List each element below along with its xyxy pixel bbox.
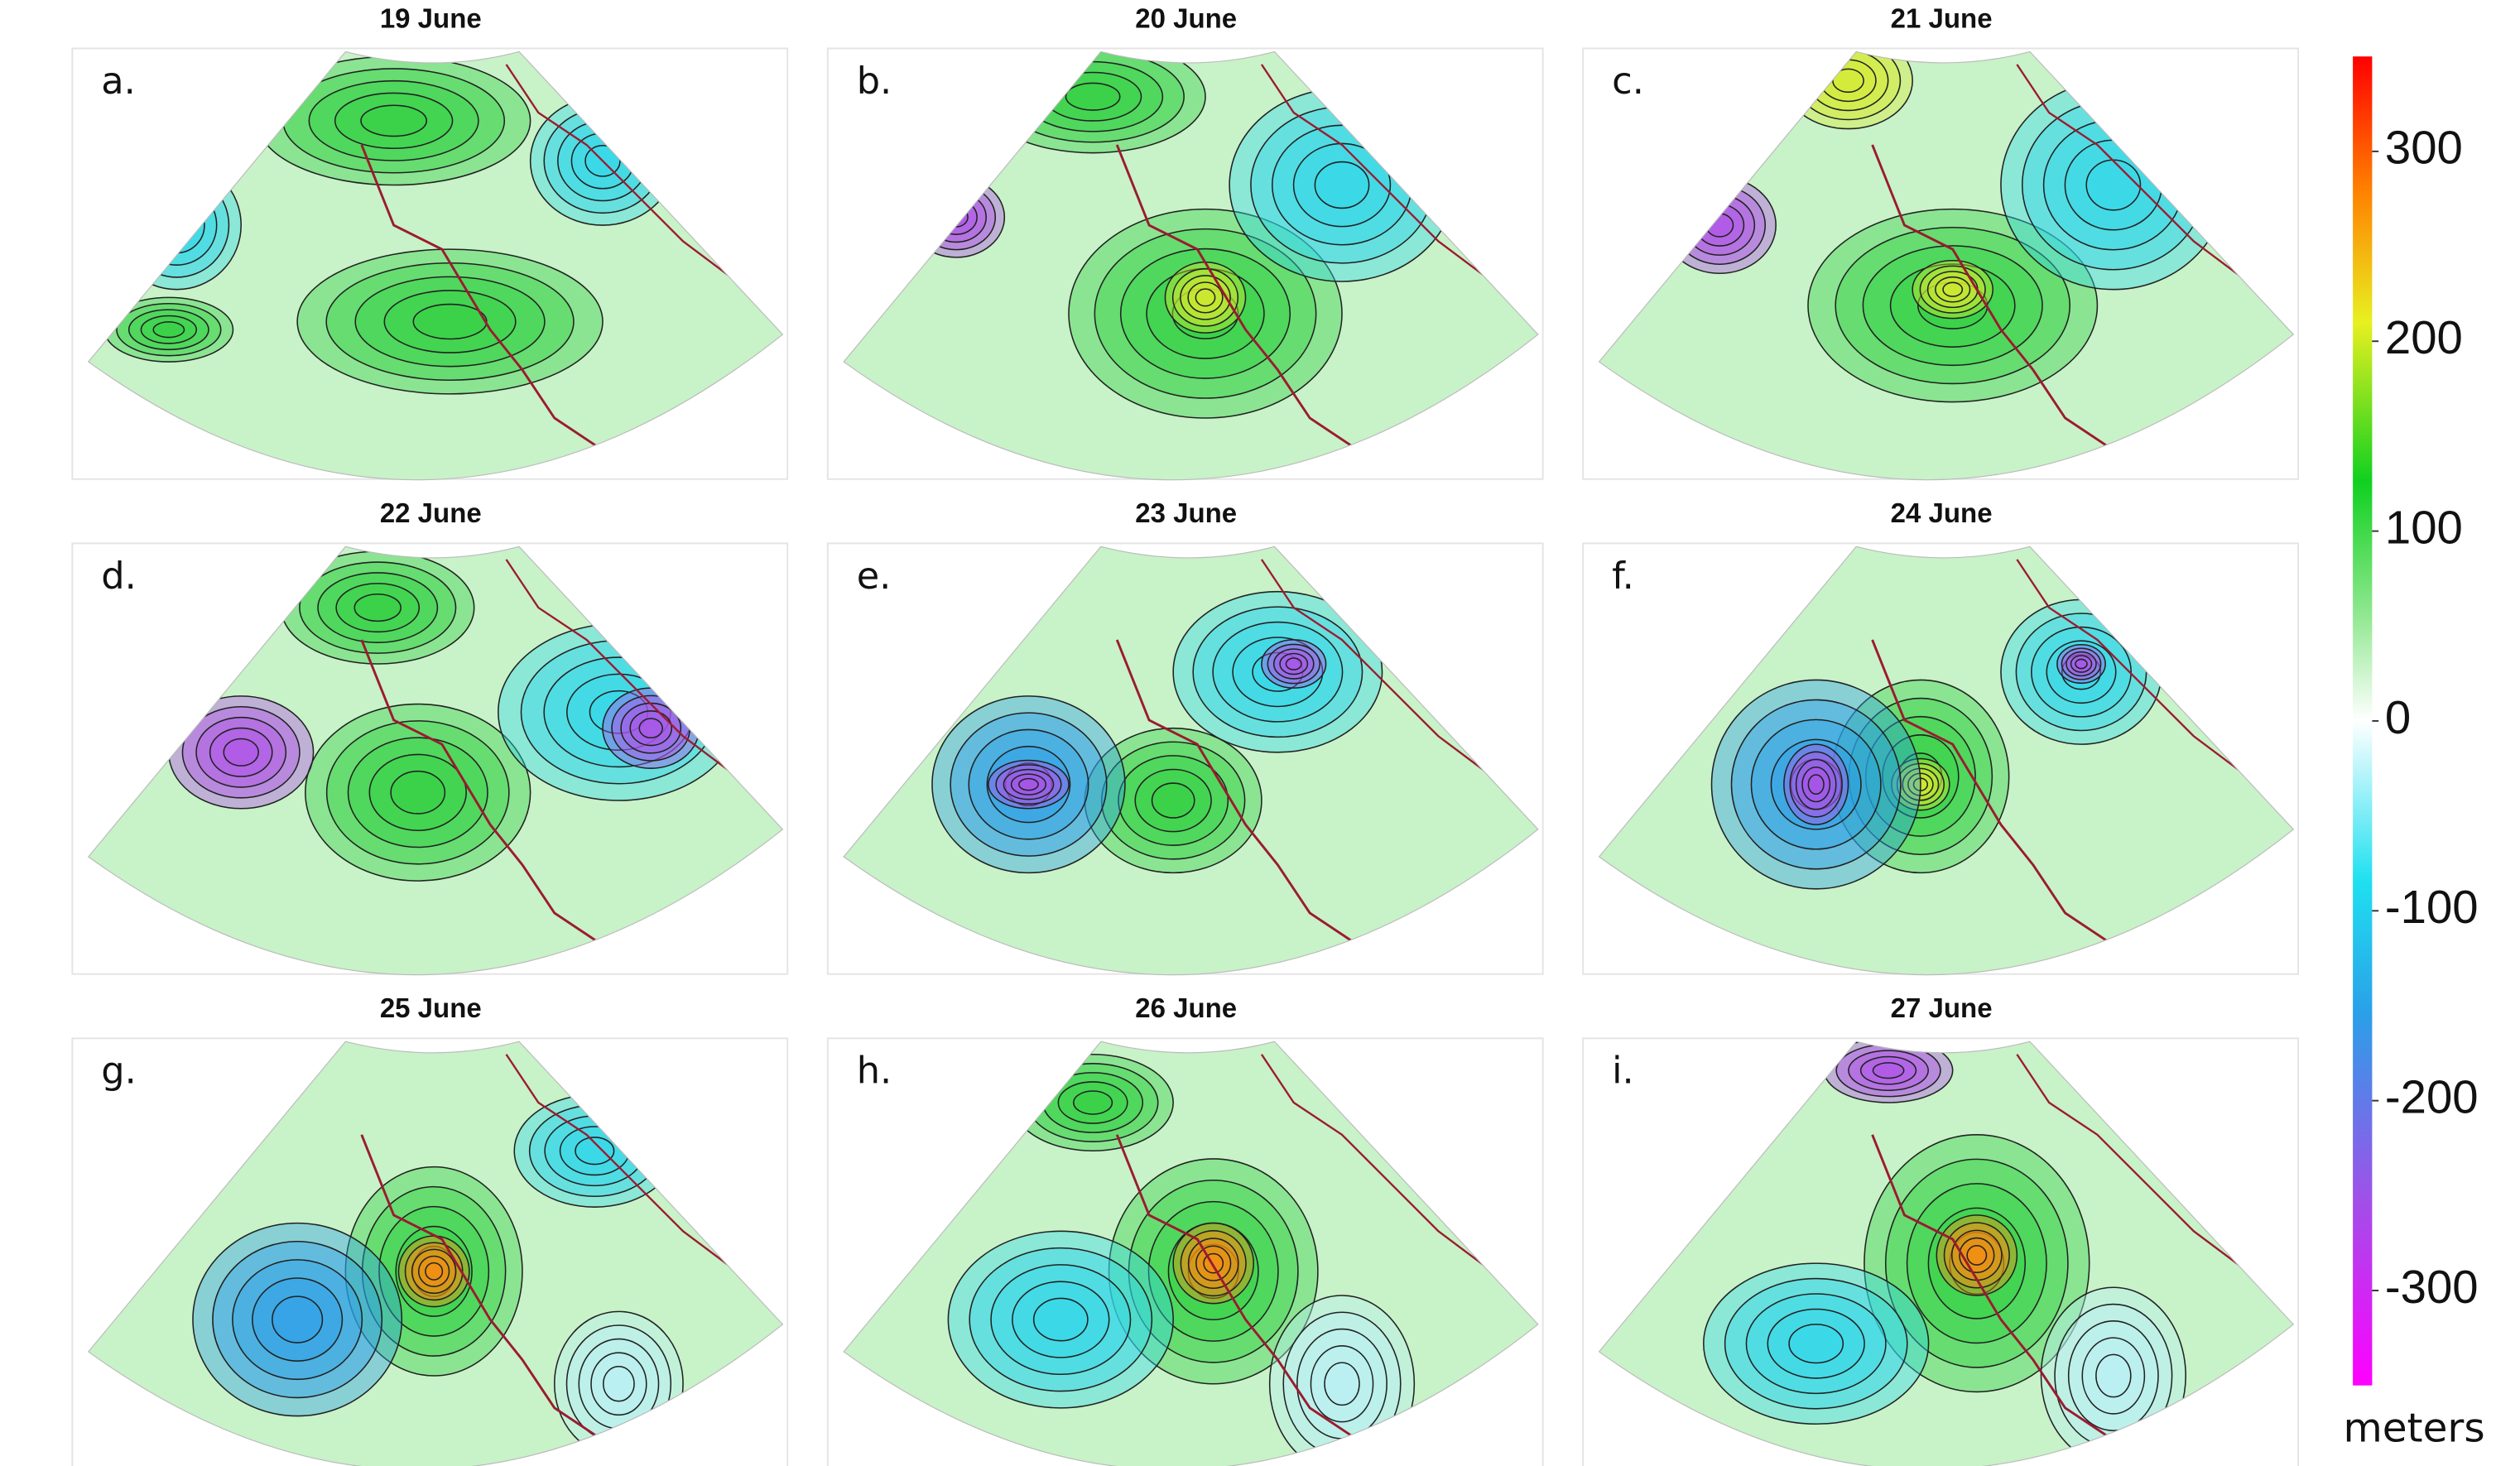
panel-label: b. bbox=[857, 60, 892, 103]
colorbar-tick-label: -200 bbox=[2385, 1071, 2479, 1123]
map-panel: g. 25 June bbox=[72, 993, 787, 1466]
contour bbox=[1286, 658, 1301, 670]
map-panel: c. 21 June bbox=[1583, 2, 2298, 479]
panel-date: 19 June bbox=[380, 2, 482, 33]
contour bbox=[1325, 1363, 1359, 1405]
panels: a. 19 June b. 20 June c. 21 June d. 22 June e. 23… bbox=[72, 2, 2298, 1466]
contour bbox=[1315, 162, 1368, 209]
panel-label: e. bbox=[857, 555, 892, 598]
panel-label: c. bbox=[1612, 60, 1644, 103]
colorbar-tick-label: -300 bbox=[2385, 1261, 2479, 1313]
panel-label: g. bbox=[101, 1050, 137, 1093]
figure: a. 19 June b. 20 June c. 21 June d. 22 June e. 23… bbox=[0, 0, 2520, 1466]
map-panel: e. 23 June bbox=[828, 497, 1543, 974]
contour bbox=[1152, 783, 1195, 818]
panel-label: f. bbox=[1612, 555, 1634, 598]
contour bbox=[1808, 775, 1824, 794]
map-panel: b. 20 June bbox=[828, 2, 1543, 479]
colorbar-tick-label: -100 bbox=[2385, 881, 2479, 933]
contour bbox=[1065, 83, 1119, 110]
panel-date: 26 June bbox=[1135, 993, 1237, 1023]
colorbar-unit: meters bbox=[2343, 1406, 2484, 1452]
panel-label: i. bbox=[1612, 1050, 1634, 1093]
panel-date: 25 June bbox=[380, 993, 482, 1023]
panel-date: 20 June bbox=[1135, 2, 1237, 33]
colorbar-tick-label: 100 bbox=[2385, 501, 2463, 553]
contour bbox=[1789, 1324, 1843, 1363]
map-panel: i. 27 June bbox=[1583, 993, 2298, 1466]
colorbar-tick-label: 0 bbox=[2385, 691, 2411, 743]
panel-date: 24 June bbox=[1891, 497, 1993, 528]
panel-label: a. bbox=[101, 60, 136, 103]
contour bbox=[272, 1296, 323, 1343]
colorbar-tick-label: 200 bbox=[2385, 311, 2463, 363]
contour bbox=[1074, 1091, 1113, 1114]
contour bbox=[1943, 282, 1962, 296]
colorbar-tick-label: 300 bbox=[2385, 122, 2463, 174]
contour bbox=[575, 1137, 614, 1165]
contour bbox=[224, 738, 258, 766]
page: {"panels": [ {"label": "a.", "date": "19… bbox=[0, 0, 2520, 1466]
map-panel: d. 22 June bbox=[72, 497, 787, 974]
panel-date: 22 June bbox=[380, 497, 482, 528]
panel-date: 23 June bbox=[1135, 497, 1237, 528]
panel-label: h. bbox=[857, 1050, 892, 1093]
map-panel: a. 19 June bbox=[72, 2, 787, 479]
panel-label: d. bbox=[101, 555, 137, 598]
contour bbox=[2075, 659, 2087, 668]
map-panel: f. 24 June bbox=[1583, 497, 2298, 974]
contour bbox=[1195, 289, 1214, 306]
contour bbox=[2096, 1354, 2131, 1396]
contour bbox=[426, 1263, 443, 1281]
contour bbox=[1019, 779, 1038, 791]
contour bbox=[361, 105, 426, 136]
contour bbox=[354, 594, 401, 622]
contour bbox=[639, 719, 662, 738]
panel-date: 21 June bbox=[1891, 2, 1993, 33]
colorbar-gradient bbox=[2353, 56, 2372, 1385]
colorbar: meters 300 200 100 0 -100 -200 -300 bbox=[2343, 56, 2484, 1451]
contour bbox=[604, 1367, 634, 1401]
contour bbox=[153, 322, 184, 338]
contour bbox=[1034, 1298, 1088, 1340]
map-panel: h. 26 June bbox=[828, 993, 1543, 1466]
contour bbox=[1967, 1246, 1986, 1265]
contour bbox=[391, 771, 445, 814]
contour bbox=[413, 305, 487, 339]
panel-date: 27 June bbox=[1891, 993, 1993, 1023]
contour bbox=[1873, 1063, 1903, 1079]
contour bbox=[2086, 160, 2140, 210]
